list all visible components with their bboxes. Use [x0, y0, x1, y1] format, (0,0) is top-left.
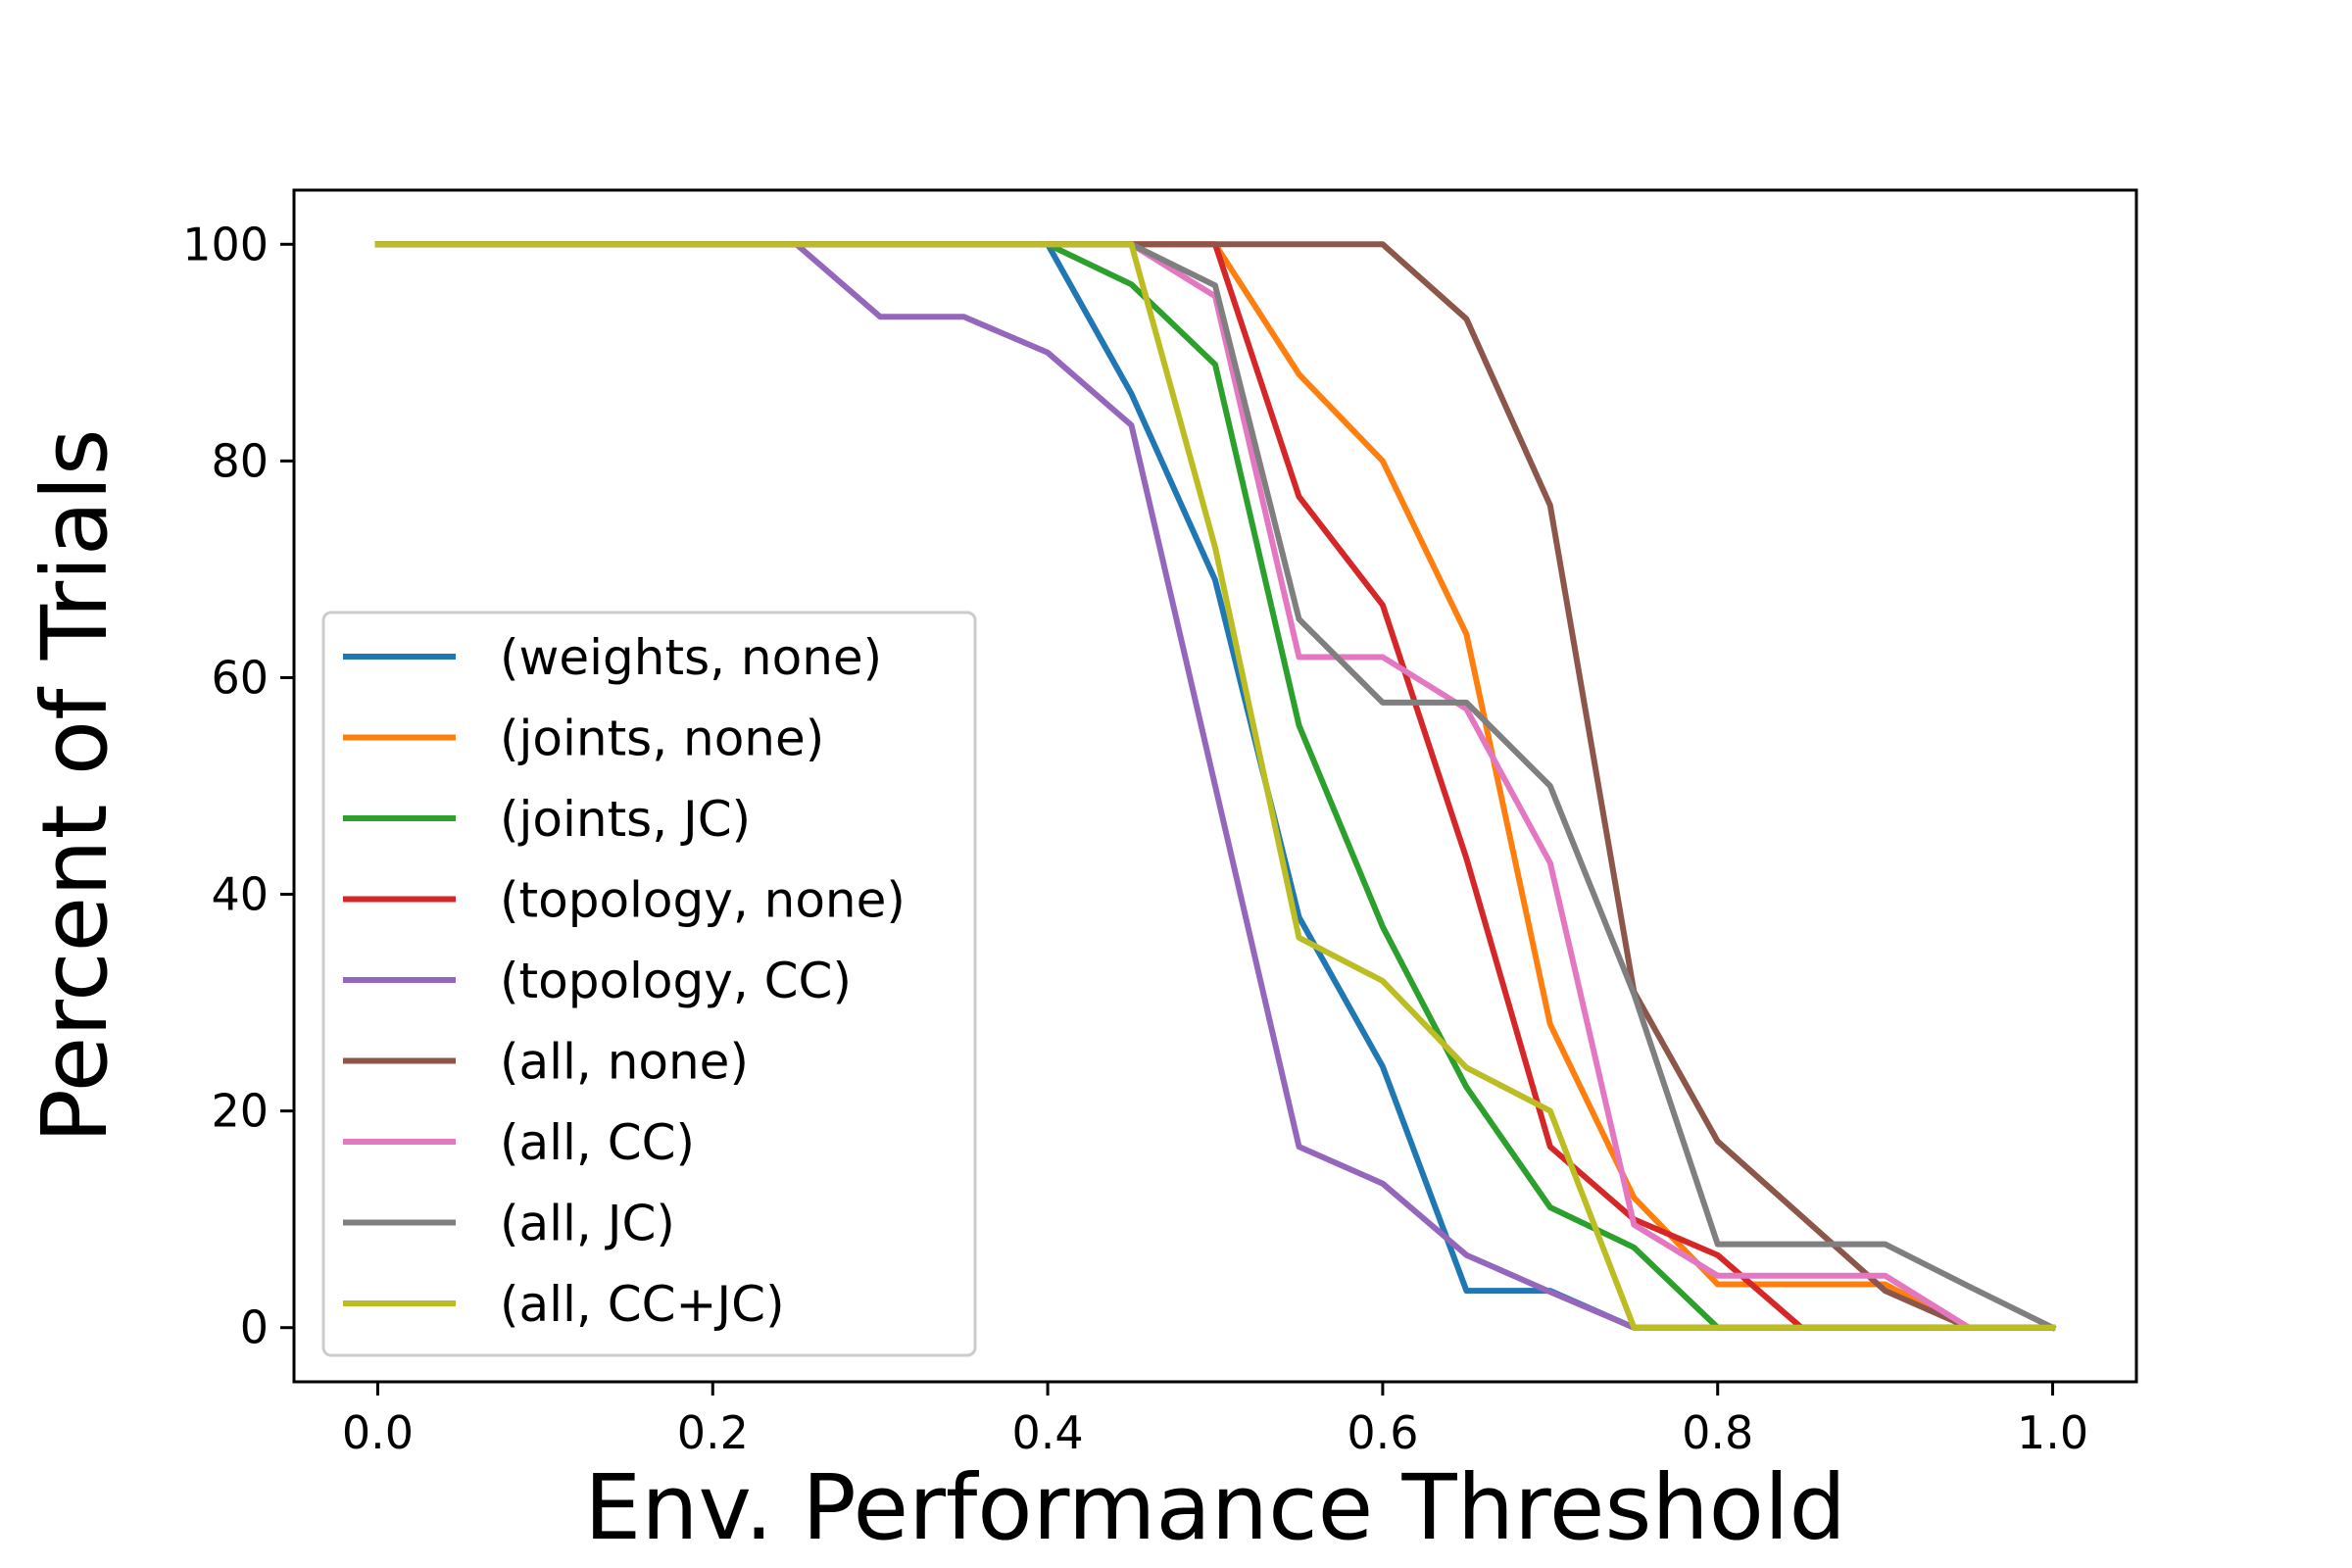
legend-label: (topology, none): [500, 872, 906, 929]
x-tick-label: 1.0: [2017, 1406, 2088, 1459]
y-tick-label: 0: [240, 1301, 269, 1354]
y-tick-label: 20: [211, 1085, 269, 1138]
y-tick-label: 100: [182, 218, 269, 270]
y-tick-label: 40: [211, 868, 269, 921]
legend-label: (all, CC): [500, 1114, 695, 1171]
legend-label: (all, JC): [500, 1196, 675, 1252]
y-axis-title: Percent of Trials: [23, 428, 127, 1143]
legend-label: (joints, JC): [500, 791, 751, 848]
x-tick-label: 0.8: [1682, 1406, 1753, 1459]
y-tick-label: 80: [211, 434, 269, 487]
series-layer: [374, 241, 2057, 1332]
legend-label: (all, CC+JC): [500, 1276, 785, 1333]
legend-label: (weights, none): [500, 629, 882, 686]
legend-label: (all, none): [500, 1034, 749, 1091]
legend-box: [321, 611, 977, 1357]
x-tick-label: 0.6: [1347, 1406, 1418, 1459]
legend-label: (topology, CC): [500, 953, 852, 1009]
tick-layer: 0.0 0.2 0.4 0.6 0.8 1.0 0 20 40 60 80 100: [182, 218, 2088, 1459]
x-tick-label: 0.0: [342, 1406, 414, 1459]
plot-area-frame: [292, 188, 2138, 1384]
x-tick-label: 0.2: [677, 1406, 749, 1459]
y-tick-label: 60: [211, 651, 269, 704]
legend-label: (joints, none): [500, 710, 824, 767]
x-axis-title: Env. Performance Threshold: [584, 1455, 1846, 1560]
series-line-9: [374, 241, 2056, 1331]
legend: (weights, none) (joints, none) (joints, JC…: [321, 611, 977, 1357]
x-tick-label: 0.4: [1012, 1406, 1084, 1459]
